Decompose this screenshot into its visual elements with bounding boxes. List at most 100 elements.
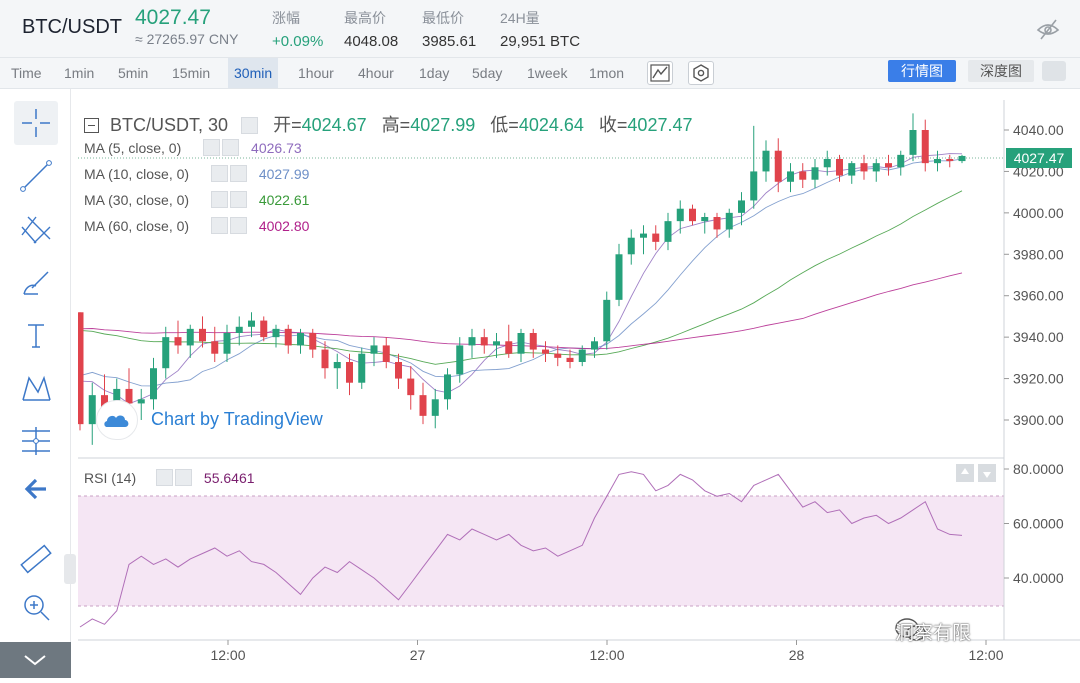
symbol-title: BTC/USDT, 30 <box>110 115 229 135</box>
rsi-settings-icon[interactable] <box>156 469 174 486</box>
cny-price: ≈ 27265.97 CNY <box>135 31 239 47</box>
chart-style-button[interactable] <box>647 61 673 85</box>
candle-body <box>934 159 941 164</box>
rsi-band <box>78 496 1004 606</box>
tf-1day[interactable]: 1day <box>419 65 450 81</box>
candle-body <box>811 167 819 180</box>
ruler-tool[interactable] <box>14 537 58 581</box>
candle-body <box>689 208 696 222</box>
rsi-close-icon[interactable] <box>175 469 193 486</box>
candle-body <box>248 320 255 327</box>
low-label: 低= <box>490 115 519 135</box>
candle-body <box>431 399 439 416</box>
ticker-header: BTC/USDT 4027.47 ≈ 27265.97 CNY 涨幅 +0.09… <box>0 0 1080 58</box>
candle-body <box>88 395 96 425</box>
candle-body <box>529 333 537 350</box>
candle-body <box>738 200 745 213</box>
tf-1min[interactable]: 1min <box>64 65 95 81</box>
arrow-down-icon <box>983 472 991 478</box>
eye-off-icon[interactable] <box>1036 17 1060 41</box>
tradingview-credit[interactable]: Chart by TradingView <box>151 409 323 429</box>
tf-4hour[interactable]: 4hour <box>358 65 394 81</box>
ma5-label: MA (5, close, 0) <box>84 140 182 156</box>
symbol-settings-icon[interactable] <box>241 117 259 134</box>
candle-body <box>652 233 660 242</box>
candle-body <box>860 163 868 172</box>
fullscreen-button[interactable] <box>1042 61 1066 81</box>
close-label: 收= <box>598 115 628 135</box>
brush-tool[interactable] <box>14 260 58 304</box>
tf-5min[interactable]: 5min <box>118 65 149 81</box>
rsi-line-group <box>79 471 963 628</box>
time-axis: 12:00 27 12:00 28 12:00 <box>210 640 1004 663</box>
candle-body <box>321 349 329 369</box>
candle-body <box>358 353 366 383</box>
ma30-value: 4022.61 <box>258 192 310 208</box>
ma5-close-icon[interactable] <box>222 139 240 156</box>
candle-body <box>946 159 954 162</box>
candle-body <box>456 345 464 375</box>
ma5-value: 4026.73 <box>251 140 302 156</box>
candle-body <box>113 388 121 408</box>
tab-depth[interactable]: 深度图 <box>968 60 1034 82</box>
collapse-toolbar-button[interactable] <box>0 642 71 678</box>
ma30-settings-icon[interactable] <box>210 191 228 208</box>
tf-time[interactable]: Time <box>11 65 42 81</box>
candle-body <box>493 341 500 346</box>
tab-chart[interactable]: 行情图 <box>888 60 956 82</box>
candle-body <box>627 237 635 255</box>
candle-body <box>664 221 672 242</box>
candle-body <box>272 328 280 338</box>
volume-stat: 24H量 29,951 BTC <box>500 8 580 50</box>
indicators-button[interactable] <box>688 61 714 85</box>
tf-30min[interactable]: 30min <box>228 58 279 88</box>
candle-body <box>566 357 574 362</box>
open-value: 4024.67 <box>301 115 367 135</box>
text-tool[interactable] <box>14 313 58 357</box>
candle-body <box>725 212 733 230</box>
candle-body <box>799 171 807 180</box>
low-stat: 最低价 3985.61 <box>422 8 476 50</box>
candle-body <box>615 254 623 300</box>
crosshair-icon <box>22 109 50 137</box>
candle-body <box>78 312 84 425</box>
ma10-legend: MA (10, close, 0) 4027.99 <box>84 165 309 182</box>
toolbar-toggle[interactable] <box>64 554 76 584</box>
pitchfork-icon <box>21 216 51 244</box>
low-value: 4024.64 <box>518 115 584 135</box>
ma30-close-icon[interactable] <box>229 191 247 208</box>
tf-5day[interactable]: 5day <box>472 65 503 81</box>
rsi-line <box>79 471 963 628</box>
candle-body <box>591 341 598 350</box>
fib-tool[interactable] <box>14 207 58 251</box>
prediction-tool[interactable] <box>14 419 58 463</box>
tf-1week[interactable]: 1week <box>527 65 568 81</box>
collapse-legend-icon[interactable] <box>84 118 99 133</box>
rsi-value: 55.6461 <box>203 470 255 486</box>
open-label: 开= <box>273 115 302 135</box>
watermark: 洞察有限 <box>895 623 972 644</box>
candle-body <box>125 388 133 404</box>
trendline-tool[interactable] <box>14 154 58 198</box>
pattern-tool[interactable] <box>14 366 58 410</box>
tf-1hour[interactable]: 1hour <box>298 65 334 81</box>
ma60-settings-icon[interactable] <box>210 217 228 234</box>
zoom-tool[interactable] <box>14 585 58 629</box>
rsi-tick-label: 40.0000 <box>1013 570 1064 586</box>
tf-15min[interactable]: 15min <box>172 65 211 81</box>
ma60-close-icon[interactable] <box>229 217 247 234</box>
ma10-settings-icon[interactable] <box>210 165 228 182</box>
ma10-close-icon[interactable] <box>229 165 247 182</box>
tf-1mon[interactable]: 1mon <box>589 65 625 81</box>
candle-body <box>921 130 929 164</box>
candle-body <box>578 349 586 362</box>
low-value: 3985.61 <box>422 33 477 50</box>
back-tool[interactable] <box>14 467 58 511</box>
ma5-settings-icon[interactable] <box>203 139 221 156</box>
candle-body <box>186 328 194 346</box>
candle-body <box>897 154 905 168</box>
crosshair-tool[interactable] <box>14 101 58 145</box>
candle-body <box>284 328 292 346</box>
ma10-label: MA (10, close, 0) <box>84 166 190 182</box>
